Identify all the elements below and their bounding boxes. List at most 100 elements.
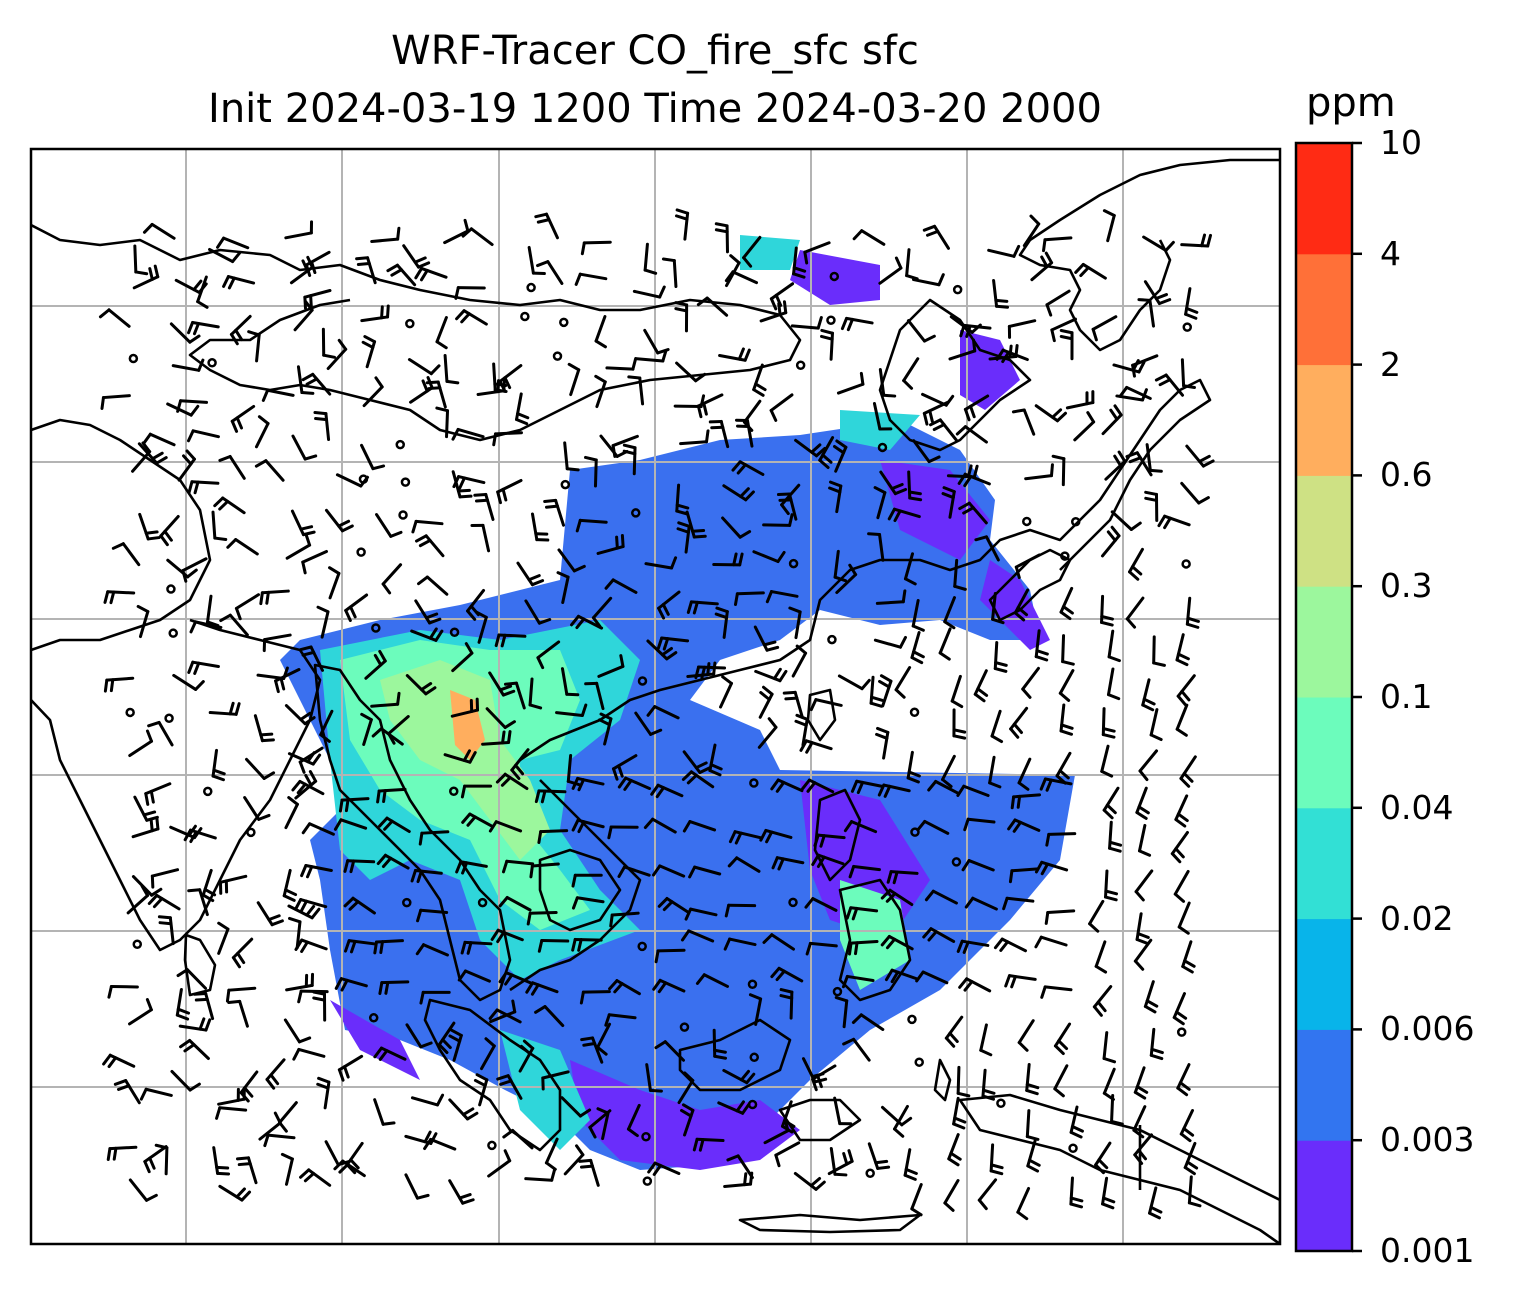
wind-barb [635, 348, 668, 363]
wind-barb [1010, 793, 1042, 810]
calm-wind-marker [826, 315, 836, 325]
wind-barb [443, 218, 470, 245]
wind-barb [423, 1137, 457, 1151]
wind-barb [407, 358, 441, 376]
calm-wind-marker [1070, 517, 1081, 527]
wind-barb [443, 353, 460, 385]
wind-barb [943, 596, 956, 630]
wind-barb [1174, 794, 1189, 828]
calm-wind-marker [1181, 559, 1191, 569]
wind-barb [292, 1047, 326, 1061]
wind-barb [867, 1142, 891, 1170]
wind-barb [518, 1039, 535, 1073]
wind-barb [791, 644, 808, 678]
wind-barb [263, 1133, 296, 1148]
wind-barb [608, 979, 641, 996]
wind-barb [404, 1173, 430, 1200]
wind-barb [460, 940, 493, 955]
wind-barb [912, 439, 941, 464]
wind-barb [906, 750, 921, 784]
wind-barb [916, 819, 950, 835]
calm-wind-marker [952, 284, 963, 295]
wind-barb [686, 600, 719, 615]
wind-barb [294, 898, 328, 913]
wind-barb [609, 911, 640, 928]
wind-barb [515, 392, 530, 426]
wind-barb [144, 782, 172, 806]
wind-barb [1102, 209, 1116, 243]
wind-barb [818, 436, 835, 469]
colorbar-tick-label: 10 [1380, 123, 1422, 162]
wind-barb [963, 817, 996, 832]
wind-barb [301, 549, 328, 575]
wind-barb [300, 864, 333, 879]
wind-barb [1187, 1175, 1202, 1208]
wind-barb [622, 443, 637, 476]
wind-barb [571, 937, 603, 952]
wind-barb [454, 286, 486, 300]
wind-barb [929, 418, 958, 442]
calm-wind-marker [526, 282, 536, 293]
wind-barb [494, 633, 527, 648]
wind-barb [285, 972, 315, 992]
wind-barb [476, 378, 506, 397]
wind-barb [186, 429, 220, 443]
wind-barb [696, 296, 729, 317]
wind-barb [496, 1074, 523, 1100]
wind-barb [950, 674, 964, 709]
calm-wind-marker [128, 353, 139, 364]
wind-barb [594, 374, 607, 409]
wind-barb [1137, 298, 1155, 328]
wind-barb [1074, 262, 1107, 280]
wind-barb [731, 460, 765, 476]
wind-barb [312, 990, 327, 1022]
wind-barb [425, 380, 447, 409]
wind-barb [1141, 678, 1156, 712]
wind-barb [878, 674, 893, 708]
wind-barb [1050, 317, 1078, 343]
wind-barb [179, 1039, 210, 1061]
wind-barb [178, 1017, 212, 1032]
wind-barb [580, 1036, 604, 1064]
wind-barb [131, 441, 152, 473]
wind-barb [344, 593, 369, 622]
wind-barb [692, 1137, 725, 1152]
calm-wind-marker [637, 941, 647, 952]
wind-barb [681, 770, 715, 789]
wind-barb [643, 817, 677, 834]
wind-barb [405, 1023, 433, 1049]
wind-barb [878, 367, 897, 398]
wind-barb [1175, 633, 1190, 667]
wind-barb [324, 508, 354, 533]
wind-barb [253, 714, 275, 743]
wind-barb [291, 779, 325, 796]
wind-barb [627, 375, 645, 406]
wind-barb [1128, 547, 1144, 581]
wind-barb [714, 606, 729, 639]
wind-barb [765, 590, 799, 604]
wind-barb [534, 212, 559, 240]
wind-barb [418, 830, 450, 846]
wind-barb [410, 1093, 445, 1107]
wind-barb [597, 654, 625, 678]
calm-wind-marker [910, 827, 920, 837]
wind-barb [1181, 940, 1196, 974]
wind-barb [1053, 1022, 1072, 1056]
wind-barb [1148, 1186, 1163, 1220]
wind-barb [245, 757, 276, 780]
wind-barb [1058, 669, 1075, 702]
wind-barb [1145, 443, 1163, 473]
wind-barb [490, 928, 524, 944]
wind-barb [525, 981, 559, 996]
wind-barb [712, 552, 744, 567]
wind-barb [782, 690, 804, 719]
wind-barb [451, 427, 485, 441]
wind-barb [848, 939, 879, 956]
wind-barb [927, 779, 961, 796]
wind-barb [516, 561, 545, 587]
wind-barb [218, 1184, 252, 1202]
wind-barb [172, 673, 205, 691]
wind-barb [338, 797, 370, 813]
wind-barb [790, 316, 823, 330]
wind-barb [157, 915, 175, 946]
